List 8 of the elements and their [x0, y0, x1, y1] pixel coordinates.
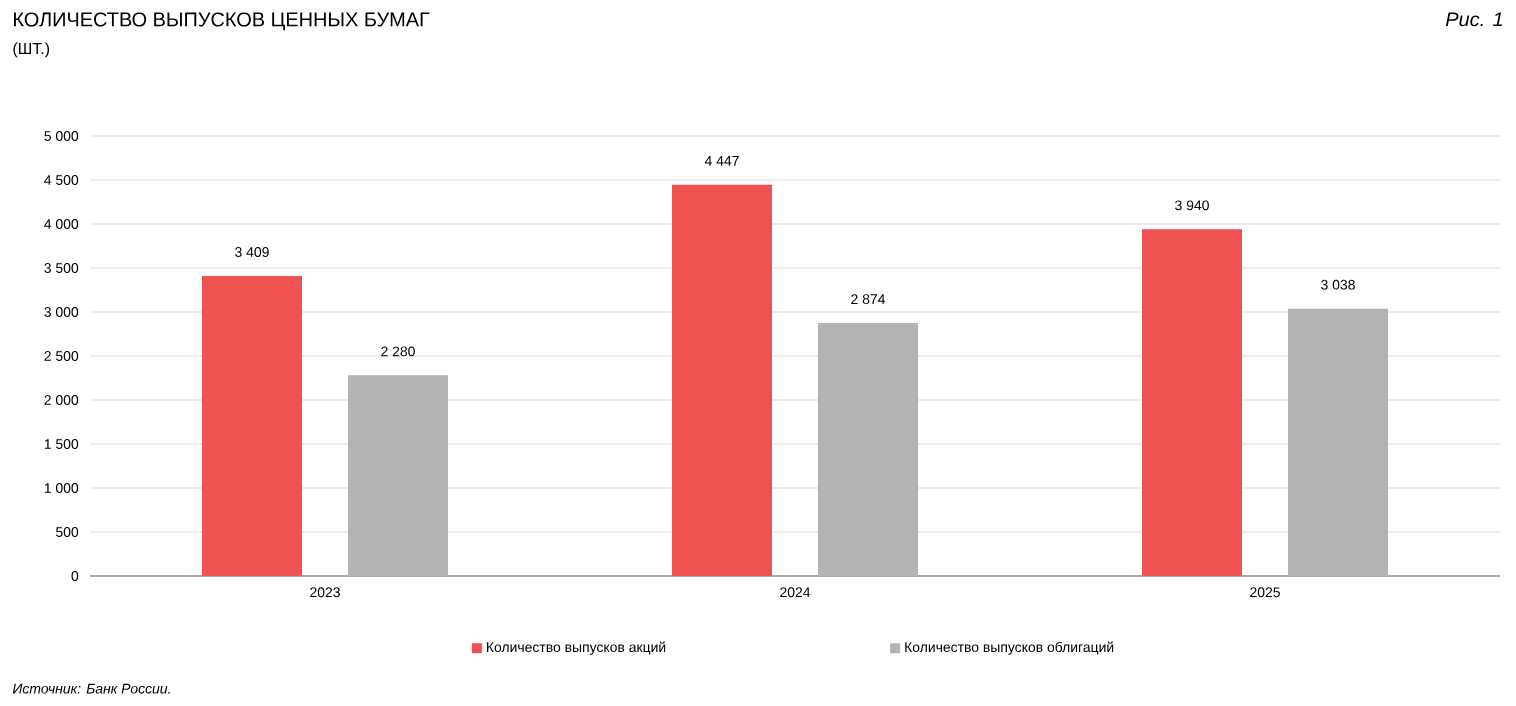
- bar: [818, 323, 919, 576]
- text: Рис. 1: [1445, 12, 1502, 27]
- bar: [1288, 308, 1389, 576]
- bar: [672, 184, 773, 576]
- bar: [202, 276, 302, 576]
- bar: [348, 375, 449, 576]
- chart-title: КОЛИЧЕСТВО ВЫПУСКОВ ЦЕННЫХ БУМАГ: [14, 12, 430, 31]
- bar: [1142, 229, 1243, 576]
